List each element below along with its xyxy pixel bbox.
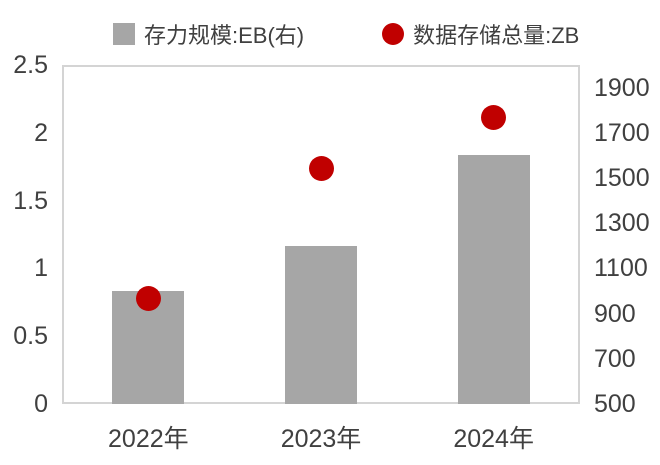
right-axis-tick-label: 1900 bbox=[594, 73, 650, 102]
left-axis-tick-label: 1.5 bbox=[13, 186, 48, 215]
bar-2023年 bbox=[285, 245, 357, 404]
right-axis-tick-label: 900 bbox=[594, 299, 636, 328]
legend-label: 存力规模:EB(右) bbox=[144, 23, 305, 48]
right-axis-tick-label: 700 bbox=[594, 344, 636, 373]
left-axis-tick-label: 0.5 bbox=[13, 322, 48, 351]
right-axis-tick-label: 1700 bbox=[594, 118, 650, 147]
plot-layer bbox=[62, 65, 580, 404]
legend-item: 存力规模:EB(右) bbox=[113, 18, 304, 50]
data-point-2024年 bbox=[481, 105, 507, 131]
right-axis-tick-label: 500 bbox=[594, 390, 636, 418]
legend-circle-marker-icon bbox=[382, 23, 405, 45]
right-axis-tick-label: 1500 bbox=[594, 164, 650, 192]
legend-label: 数据存储总量:ZB bbox=[413, 23, 580, 48]
data-point-2022年 bbox=[135, 285, 161, 311]
right-axis-tick-label: 1300 bbox=[594, 209, 650, 238]
legend-square-marker-icon bbox=[113, 23, 135, 45]
x-axis-label: 2022年 bbox=[108, 425, 189, 453]
data-point-2023年 bbox=[308, 155, 334, 181]
legend-item: 数据存储总量:ZB bbox=[382, 18, 579, 50]
bar-2024年 bbox=[457, 155, 530, 404]
right-axis-tick-label: 1100 bbox=[594, 254, 648, 283]
left-axis-tick-label: 2 bbox=[34, 118, 48, 147]
chart-legend: 存力规模:EB(右) 数据存储总量:ZB bbox=[113, 18, 579, 50]
x-axis-label: 2024年 bbox=[453, 425, 534, 453]
x-axis-label: 2023年 bbox=[280, 425, 362, 453]
left-axis-tick-label: 1 bbox=[34, 254, 48, 283]
left-axis-tick-label: 2.5 bbox=[13, 51, 48, 79]
left-axis-tick-label: 0 bbox=[34, 390, 48, 418]
